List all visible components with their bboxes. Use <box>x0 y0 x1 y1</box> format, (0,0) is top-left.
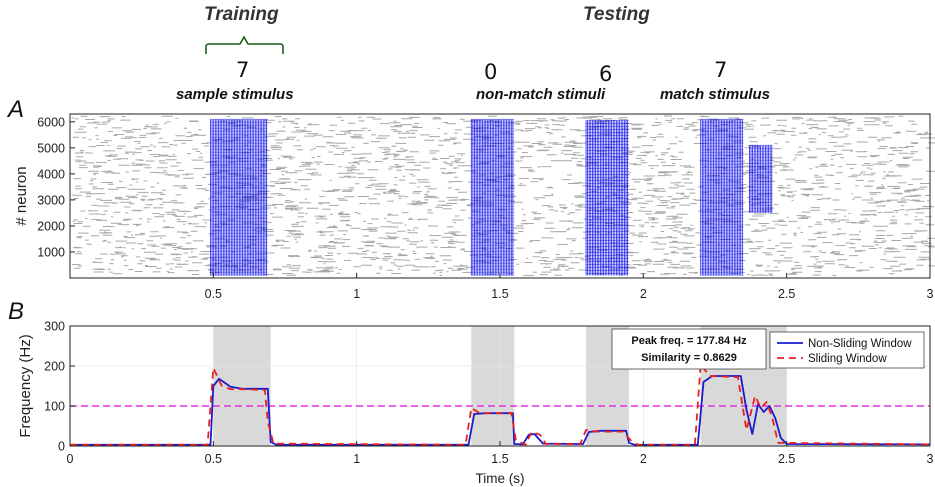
raster-stimulus-rows <box>471 118 515 276</box>
raster-y-tick-label: 5000 <box>37 141 65 155</box>
raster-x-tick-label: 1.5 <box>491 287 508 301</box>
annotation-similarity: Similarity = 0.8629 <box>641 352 737 364</box>
legend-label: Sliding Window <box>808 353 887 365</box>
annotation-peak-freq: Peak freq. = 177.84 Hz <box>631 335 747 347</box>
training-heading: Training <box>204 4 279 25</box>
raster-stimulus-columns <box>749 145 773 213</box>
raster-stimulus-block <box>210 118 268 276</box>
freq-x-tick-label: 2 <box>640 452 647 466</box>
raster-stimulus-block <box>470 118 515 276</box>
stimulus-shaded-region <box>471 326 515 446</box>
raster-stimulus-block <box>585 120 629 276</box>
raster-y-tick-label: 1000 <box>37 245 65 259</box>
raster-y-tick-label: 6000 <box>37 115 65 129</box>
freq-x-tick-label: 1.5 <box>491 452 508 466</box>
sample-stimulus-label: sample stimulus <box>176 86 294 103</box>
freq-x-tick-label: 0 <box>67 452 74 466</box>
raster-stimulus-rows <box>749 144 773 212</box>
stimulus-shaded-region <box>213 326 271 446</box>
freq-x-tick-label: 2.5 <box>778 452 795 466</box>
legend-label: Non-Sliding Window <box>808 338 912 350</box>
raster-x-tick-label: 1 <box>353 287 360 301</box>
freq-y-tick-label: 200 <box>44 360 65 374</box>
freq-y-tick-label: 100 <box>44 400 65 414</box>
training-bracket-icon <box>205 35 284 54</box>
raster-stimulus-block <box>700 118 744 276</box>
match-stimulus-label: match stimulus <box>660 86 771 103</box>
annotation-box <box>611 328 767 370</box>
freq-x-axis-label: Time (s) <box>476 471 525 486</box>
raster-x-tick-label: 2 <box>640 287 647 301</box>
raster-stimulus-columns <box>585 120 628 276</box>
raster-stimulus-rows <box>586 120 629 274</box>
nonmatch-digit-6: 6 <box>599 62 613 86</box>
panel-label-b: B <box>8 298 25 325</box>
freq-series-line-sliding <box>70 363 931 446</box>
freq-x-tick-label: 3 <box>927 452 934 466</box>
nonmatch-digit-0: 0 <box>484 60 498 84</box>
raster-y-tick-label: 2000 <box>37 219 65 233</box>
legend-box <box>769 331 925 369</box>
nonmatch-stimuli-label: non-match stimuli <box>476 86 606 103</box>
sample-digit: 7 <box>236 58 250 82</box>
freq-x-tick-label: 0.5 <box>205 452 222 466</box>
freq-x-tick-label: 1 <box>353 452 360 466</box>
raster-stimulus-rows <box>210 118 268 276</box>
match-digit: 7 <box>714 58 728 82</box>
freq-y-tick-label: 300 <box>44 320 65 334</box>
raster-stimulus-block <box>749 144 773 213</box>
raster-x-tick-label: 3 <box>927 287 934 301</box>
testing-heading: Testing <box>583 4 650 25</box>
raster-x-tick-label: 2.5 <box>778 287 795 301</box>
panel-label-a: A <box>8 96 25 123</box>
freq-legend: Non-Sliding Window Sliding Window <box>769 331 925 369</box>
raster-stimulus-rows <box>700 118 744 276</box>
raster-y-tick-label: 3000 <box>37 193 65 207</box>
freq-y-tick-label: 0 <box>58 440 65 454</box>
raster-y-tick-label: 4000 <box>37 167 65 181</box>
freq-y-axis-label: Frequency (Hz) <box>17 334 34 437</box>
raster-x-tick-label: 0.5 <box>205 287 222 301</box>
raster-y-axis-label: # neuron <box>13 166 30 225</box>
